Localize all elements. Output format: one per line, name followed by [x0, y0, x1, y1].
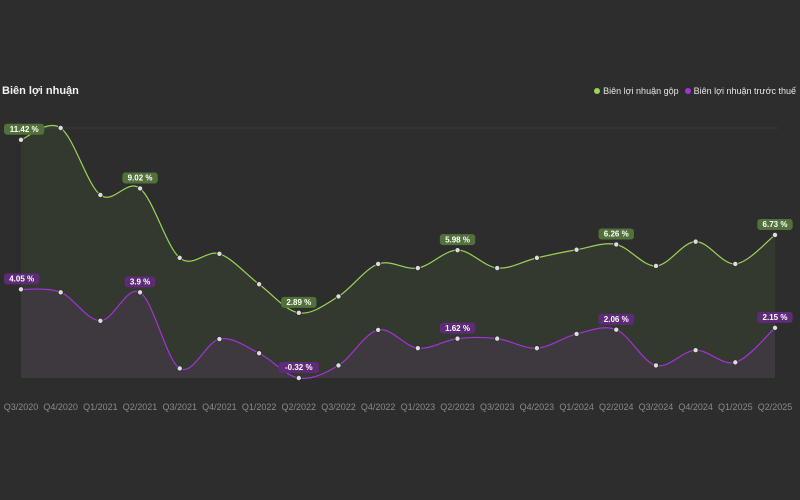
- series-0-data-label-11: 5.98 %: [445, 235, 470, 244]
- x-tick-label-16: Q3/2024: [639, 402, 674, 412]
- series-1-point-12: [494, 335, 501, 342]
- series-0-point-9: [375, 260, 382, 267]
- series-1-data-label-15: 2.06 %: [604, 315, 629, 324]
- series-0-data-label-7: 2.89 %: [286, 298, 311, 307]
- series-0-label-bg-7: [281, 296, 317, 308]
- series-1-point-2: [97, 317, 104, 324]
- x-tick-label-10: Q1/2023: [401, 402, 436, 412]
- series-1-point-0: [17, 286, 24, 293]
- x-tick-label-0: Q3/2020: [4, 402, 39, 412]
- x-tick-label-8: Q3/2022: [321, 402, 356, 412]
- series-0-label-bg-3: [122, 172, 158, 184]
- series-0-point-6: [256, 281, 263, 288]
- series-1-point-7: [295, 374, 302, 381]
- series-1-point-11: [454, 335, 461, 342]
- series-0-point-2: [97, 191, 104, 198]
- series-1-point-19: [772, 324, 779, 331]
- legend-item-pretax-margin[interactable]: Biên lợi nhuận trước thuế: [684, 86, 796, 96]
- series-1-data-label-7: -0.32 %: [285, 363, 313, 372]
- series-0-point-14: [573, 246, 580, 253]
- series-0-point-0: [17, 136, 24, 143]
- legend-label-gross-margin: Biên lợi nhuận gộp: [603, 86, 679, 96]
- x-tick-label-12: Q3/2023: [480, 402, 515, 412]
- series-0-point-1: [57, 125, 64, 132]
- series-1-label-bg-3: [124, 276, 156, 288]
- series-0-point-17: [692, 238, 699, 245]
- series-1-point-18: [732, 359, 739, 366]
- series-0-point-15: [613, 241, 620, 248]
- series-0-data-label-15: 6.26 %: [604, 230, 629, 239]
- legend: Biên lợi nhuận gộp Biên lợi nhuận trước …: [594, 86, 796, 96]
- series-0-data-label-0: 11.42 %: [10, 125, 39, 134]
- series-0-point-19: [772, 231, 779, 238]
- series-0-label-bg-19: [757, 218, 793, 230]
- x-tick-label-9: Q4/2022: [361, 402, 396, 412]
- x-tick-label-13: Q4/2023: [520, 402, 555, 412]
- series-0-label-bg-15: [598, 228, 634, 240]
- series-0-point-16: [652, 262, 659, 269]
- series-1-point-10: [414, 345, 421, 352]
- x-tick-label-7: Q2/2022: [282, 402, 317, 412]
- series-0-point-7: [295, 309, 302, 316]
- series-1-label-bg-19: [757, 311, 793, 323]
- series-1-point-4: [176, 365, 183, 372]
- series-1-point-6: [256, 350, 263, 357]
- series-0-point-8: [335, 293, 342, 300]
- series-1-data-label-3: 3.9 %: [130, 278, 150, 287]
- series-1-data-label-0: 4.05 %: [9, 275, 34, 284]
- legend-dot-gross-margin: [594, 88, 601, 94]
- x-tick-label-18: Q1/2025: [718, 402, 753, 412]
- series-0-point-3: [137, 185, 144, 192]
- x-tick-label-4: Q3/2021: [162, 402, 197, 412]
- series-1-point-8: [335, 362, 342, 369]
- x-tick-label-6: Q1/2022: [242, 402, 277, 412]
- series-1-point-15: [613, 326, 620, 333]
- x-tick-label-3: Q2/2021: [123, 402, 158, 412]
- series-0-point-18: [732, 260, 739, 267]
- legend-dot-pretax-margin: [684, 88, 691, 94]
- series-1-label-bg-15: [598, 313, 634, 325]
- x-tick-label-2: Q1/2021: [83, 402, 118, 412]
- series-0-point-5: [216, 250, 223, 257]
- series-0-point-4: [176, 254, 183, 261]
- series-0-data-label-3: 9.02 %: [128, 174, 153, 183]
- series-0-point-13: [533, 254, 540, 261]
- series-1-point-17: [692, 347, 699, 354]
- series-1-point-5: [216, 336, 223, 343]
- series-1-data-label-19: 2.15 %: [763, 313, 788, 322]
- series-0-label-bg-0: [4, 123, 45, 135]
- x-tick-label-5: Q4/2021: [202, 402, 237, 412]
- series-1-point-1: [57, 289, 64, 296]
- series-0-label-bg-11: [439, 234, 476, 246]
- x-tick-label-1: Q4/2020: [43, 402, 78, 412]
- series-1-point-9: [375, 326, 382, 333]
- x-tick-label-19: Q2/2025: [758, 402, 793, 412]
- series-1-point-3: [137, 289, 144, 296]
- series-1-point-13: [533, 345, 540, 352]
- series-1-area: [21, 289, 775, 379]
- chart-title: Biên lợi nhuận: [2, 85, 79, 97]
- legend-label-pretax-margin: Biên lợi nhuận trước thuế: [693, 86, 796, 96]
- x-tick-label-11: Q2/2023: [440, 402, 475, 412]
- series-1-data-label-11: 1.62 %: [445, 324, 470, 333]
- series-1-point-14: [573, 330, 580, 337]
- series-0-point-11: [454, 247, 461, 254]
- series-1-label-bg-11: [439, 322, 476, 334]
- series-0-point-10: [414, 265, 421, 272]
- series-1-label-bg-7: [278, 362, 319, 373]
- legend-item-gross-margin[interactable]: Biên lợi nhuận gộp: [594, 86, 679, 96]
- series-0-point-12: [494, 265, 501, 272]
- x-tick-label-15: Q2/2024: [599, 402, 634, 412]
- series-1-label-bg-0: [4, 273, 40, 285]
- x-tick-label-17: Q4/2024: [678, 402, 713, 412]
- series-0-data-label-19: 6.73 %: [763, 220, 788, 229]
- series-1-point-16: [652, 362, 659, 369]
- series-0-area: [21, 125, 775, 378]
- x-tick-label-14: Q1/2024: [559, 402, 594, 412]
